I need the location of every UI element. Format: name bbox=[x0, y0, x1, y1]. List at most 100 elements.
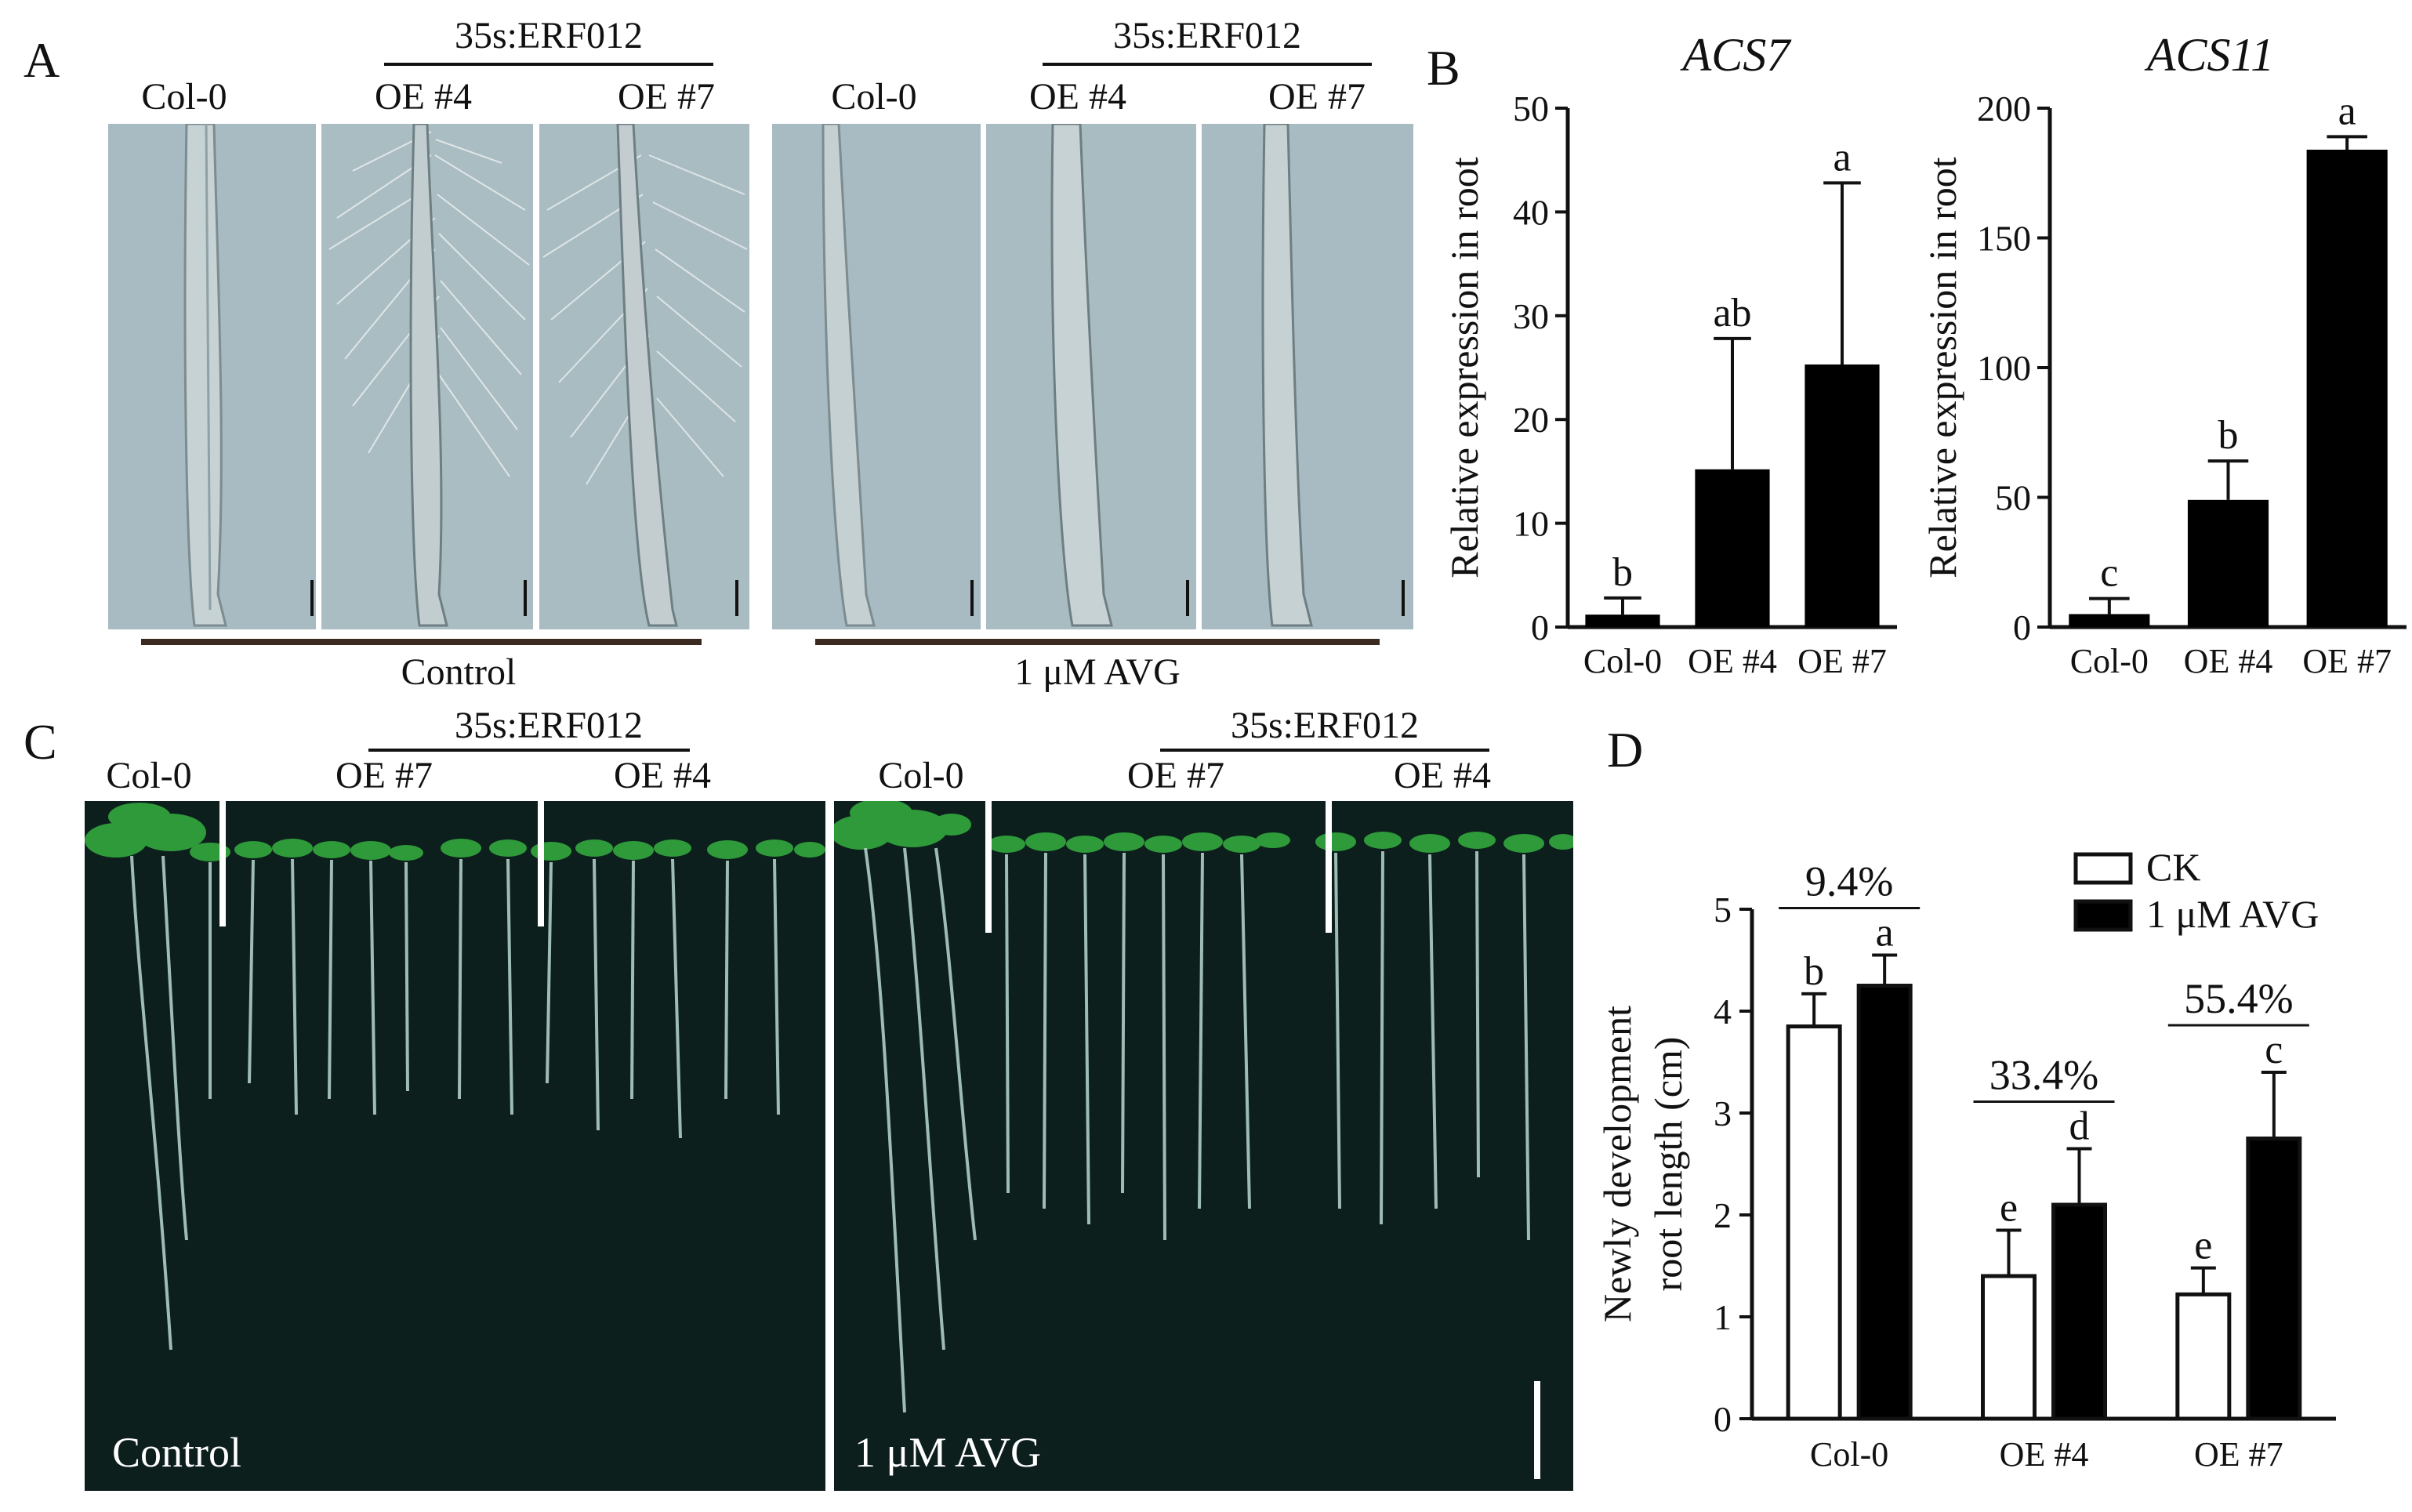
scale-bar bbox=[735, 580, 738, 616]
x-tick-label: OE #4 bbox=[1688, 642, 1777, 680]
bar-ck bbox=[2175, 1292, 2232, 1421]
percent-label: 33.4% bbox=[1989, 1052, 2098, 1099]
panel-c-label-oe7: OE #7 bbox=[336, 755, 433, 796]
scale-bar bbox=[1186, 580, 1189, 616]
panel-c-label-col0: Col-0 bbox=[106, 755, 192, 796]
x-tick-label: Col-0 bbox=[2070, 642, 2149, 680]
significance-letter: c bbox=[2265, 1028, 2283, 1072]
avg-bracket bbox=[815, 639, 1380, 645]
bar bbox=[1585, 615, 1660, 627]
micrograph-oe4-avg bbox=[986, 124, 1196, 629]
panel-a-label-col0-avg: Col-0 bbox=[831, 76, 917, 118]
y-tick-label: 30 bbox=[1513, 296, 1549, 336]
y-tick-label: 0 bbox=[1714, 1399, 1732, 1439]
plate-avg: 1 μM AVG bbox=[834, 801, 1573, 1491]
plate-divider bbox=[1326, 801, 1332, 933]
y-axis-label: Relative expression in root bbox=[1921, 157, 1964, 578]
panel-a-label-oe4-avg: OE #4 bbox=[1029, 76, 1126, 118]
percent-label: 9.4% bbox=[1805, 858, 1893, 905]
x-tick-label: OE #4 bbox=[2184, 642, 2273, 680]
bar-avg bbox=[2051, 1202, 2107, 1421]
x-tick-label: OE #7 bbox=[2194, 1435, 2283, 1474]
micrograph-col0-control bbox=[108, 124, 316, 629]
panel-c-label: C bbox=[24, 714, 57, 770]
y-tick-label: 1 bbox=[1714, 1297, 1732, 1337]
plate-control-label: Control bbox=[112, 1429, 242, 1476]
y-tick-label: 0 bbox=[2013, 607, 2031, 647]
panel-c-left-construct: 35s:ERF012 bbox=[454, 705, 644, 746]
x-tick-label: OE #7 bbox=[2302, 642, 2392, 680]
panel-a-right-construct: 35s:ERF012 bbox=[1112, 15, 1302, 56]
micrograph-oe7-avg bbox=[1202, 124, 1413, 629]
significance-letter: a bbox=[1876, 911, 1894, 955]
legend-label: CK bbox=[2146, 845, 2200, 889]
bar bbox=[2069, 614, 2150, 627]
y-axis-label: Relative expression in root bbox=[1442, 157, 1486, 578]
panel-a-condition-avg: 1 μM AVG bbox=[1014, 651, 1181, 693]
panel-a-label-col0: Col-0 bbox=[141, 76, 227, 118]
construct-bracket bbox=[1043, 63, 1372, 66]
y-tick-label: 5 bbox=[1714, 890, 1732, 930]
panel-a-label: A bbox=[24, 32, 60, 88]
panel-c-right-construct: 35s:ERF012 bbox=[1230, 705, 1420, 746]
control-bracket bbox=[141, 639, 702, 645]
plate-scale-bar bbox=[1534, 1381, 1540, 1479]
bar bbox=[1804, 364, 1880, 627]
plate-divider bbox=[985, 801, 992, 933]
construct-bracket bbox=[368, 749, 690, 752]
bar bbox=[1695, 469, 1770, 627]
plate-divider bbox=[538, 801, 544, 926]
percent-label: 55.4% bbox=[2184, 975, 2293, 1022]
bar-ck bbox=[1786, 1024, 1842, 1421]
construct-bracket bbox=[1160, 749, 1489, 752]
y-axis-label-line1: Newly development bbox=[1595, 1006, 1639, 1322]
x-tick-label: Col-0 bbox=[1810, 1435, 1888, 1474]
significance-letter: d bbox=[2069, 1104, 2090, 1149]
x-tick-label: Col-0 bbox=[1583, 642, 1662, 680]
micrograph-oe7-control bbox=[539, 124, 749, 629]
scale-bar bbox=[1402, 580, 1405, 616]
y-tick-label: 50 bbox=[1513, 89, 1549, 129]
chart-title: ACS11 bbox=[2144, 29, 2274, 81]
significance-letter: ab bbox=[1713, 291, 1751, 335]
panel-b-label: B bbox=[1427, 40, 1460, 96]
significance-letter: b bbox=[1612, 550, 1633, 595]
y-axis-label-line2: root length (cm) bbox=[1646, 1037, 1690, 1292]
significance-letter: a bbox=[2338, 89, 2356, 133]
y-tick-label: 200 bbox=[1977, 89, 2031, 129]
micrograph-col0-avg bbox=[772, 124, 981, 629]
y-tick-label: 150 bbox=[1977, 219, 2031, 259]
scale-bar bbox=[310, 580, 314, 616]
panel-c-label-col0-avg: Col-0 bbox=[878, 755, 964, 796]
significance-letter: a bbox=[1833, 135, 1851, 179]
plate-divider bbox=[219, 801, 226, 926]
panel-c-label-oe4: OE #4 bbox=[614, 755, 711, 796]
y-tick-label: 50 bbox=[1995, 478, 2031, 518]
plate-avg-label: 1 μM AVG bbox=[854, 1429, 1042, 1476]
significance-letter: b bbox=[2218, 413, 2239, 458]
construct-bracket bbox=[384, 63, 713, 66]
significance-letter: e bbox=[2194, 1224, 2212, 1268]
scale-bar bbox=[970, 580, 974, 616]
micrograph-oe4-control bbox=[321, 124, 533, 629]
legend-swatch bbox=[2073, 899, 2133, 932]
y-tick-label: 20 bbox=[1513, 400, 1549, 440]
root-length-chart: Newly development root length (cm) 0 1 2 3 4 5 b… bbox=[1595, 845, 2336, 1474]
bar bbox=[2187, 499, 2269, 627]
y-tick-label: 0 bbox=[1531, 607, 1549, 647]
bar-avg bbox=[2246, 1137, 2302, 1421]
y-tick-label: 40 bbox=[1513, 192, 1549, 232]
bar-ck bbox=[1981, 1274, 2037, 1421]
chart-title: ACS7 bbox=[1680, 29, 1793, 81]
x-tick-label: OE #4 bbox=[2000, 1435, 2089, 1474]
significance-letter: c bbox=[2100, 551, 2118, 596]
y-tick-label: 2 bbox=[1714, 1195, 1732, 1235]
bar-avg bbox=[1856, 984, 1913, 1421]
y-tick-label: 100 bbox=[1977, 348, 2031, 388]
scale-bar bbox=[524, 580, 527, 616]
panel-d-label: D bbox=[1607, 722, 1644, 778]
x-tick-label: OE #7 bbox=[1797, 642, 1887, 680]
y-tick-label: 3 bbox=[1714, 1093, 1732, 1133]
bar bbox=[2306, 149, 2388, 627]
significance-letter: b bbox=[1804, 949, 1824, 994]
